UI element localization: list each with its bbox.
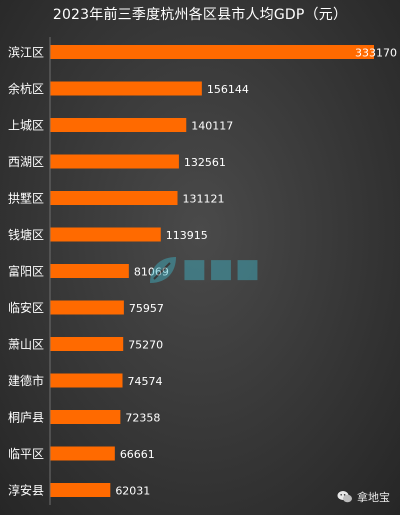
watermark-text: ■■■ (182, 254, 262, 284)
data-label: 62031 (115, 485, 150, 498)
category-label: 拱墅区 (8, 192, 44, 206)
category-label: 临平区 (8, 447, 44, 461)
bar (50, 45, 374, 59)
brand-badge: 拿地宝 (337, 489, 390, 505)
data-label: 74574 (128, 375, 163, 388)
category-label: 钱塘区 (8, 227, 44, 242)
data-label: 72358 (125, 412, 160, 425)
bar (50, 300, 124, 315)
bar (50, 410, 121, 424)
data-label: 81069 (134, 266, 169, 279)
data-label: 75270 (128, 339, 163, 352)
category-label: 淳安县 (8, 483, 44, 498)
data-label: 113915 (166, 229, 208, 242)
chart-title: 2023年前三季度杭州各区县市人均GDP（元） (52, 7, 348, 23)
bar (50, 337, 124, 351)
bar (50, 81, 202, 96)
bar (50, 118, 187, 132)
bar (50, 154, 179, 169)
category-label: 滨江区 (8, 45, 44, 60)
data-label: 333170 (355, 47, 397, 60)
bar (50, 446, 115, 461)
bar (50, 264, 129, 278)
data-label: 140117 (191, 120, 233, 133)
category-label: 桐庐县 (8, 410, 44, 425)
data-label: 156144 (207, 83, 249, 96)
bar (50, 191, 178, 205)
wechat-icon (337, 491, 352, 503)
category-label: 西湖区 (8, 154, 44, 169)
brand-label: 拿地宝 (357, 491, 390, 504)
data-label: 66661 (120, 448, 155, 461)
data-label: 132561 (184, 156, 226, 169)
category-label: 萧山区 (8, 338, 44, 352)
bar (50, 373, 123, 388)
category-label: 余杭区 (8, 81, 44, 96)
category-label: 富阳区 (8, 264, 44, 279)
category-label: 建德市 (8, 373, 44, 388)
bar (50, 227, 161, 242)
leaf-logo-icon (150, 257, 176, 283)
bar (50, 483, 111, 497)
data-label: 131121 (183, 193, 225, 206)
data-label: 75957 (129, 302, 164, 315)
category-label: 上城区 (8, 119, 44, 133)
category-label: 临安区 (8, 300, 44, 315)
watermark: ■■■ (146, 250, 292, 290)
